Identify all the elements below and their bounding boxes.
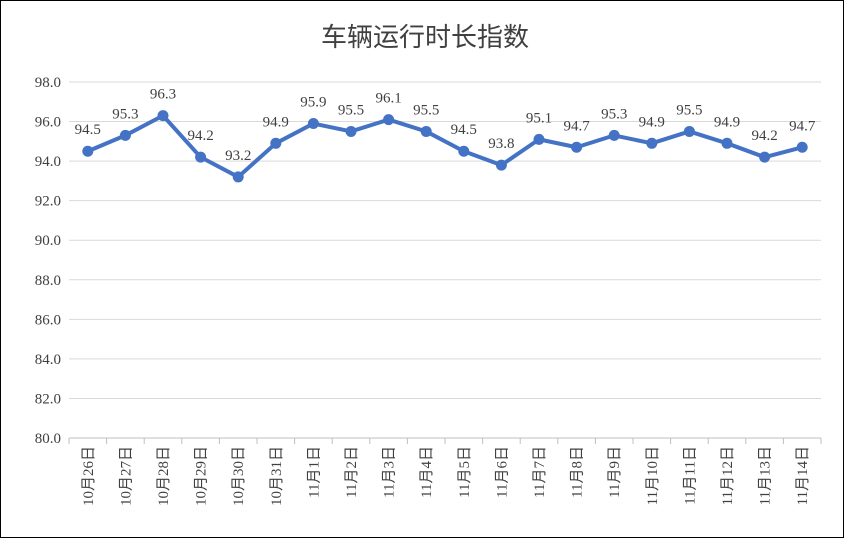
data-point [495,159,507,171]
data-point [82,145,94,157]
data-label: 94.5 [75,122,101,138]
data-point [759,151,771,163]
y-tick-label: 82.0 [35,391,61,407]
data-point [420,125,432,137]
x-tick-label: 11月12日 [720,446,736,505]
y-tick-label: 94.0 [35,154,61,170]
data-point [119,129,131,141]
data-label: 93.8 [488,136,514,152]
data-label: 96.1 [375,91,401,107]
x-axis-ticks: 10月26日 10月27日 10月28日 10月29日 10月30日 10月31日 11月1… [81,446,811,506]
data-point [646,137,658,149]
series-line [85,113,805,179]
y-tick-label: 90.0 [35,233,61,249]
data-labels: 94.5 95.3 96.3 94.2 93.2 94.9 95.9 95.5 96.1 95.5… [75,87,816,164]
x-tick-label: 11月8日 [570,446,586,498]
data-label: 95.1 [526,110,552,126]
x-tick-label: 10月31日 [269,446,285,506]
x-tick-label: 11月4日 [419,446,435,498]
x-tick-label: 10月29日 [194,446,210,506]
data-label: 94.2 [751,128,777,144]
data-point [232,171,244,183]
data-label: 94.9 [263,114,289,130]
y-tick-label: 88.0 [35,273,61,289]
x-tick-label: 11月3日 [382,446,398,498]
data-point [157,110,169,122]
x-tick-label: 11月10日 [645,446,661,505]
data-label: 94.7 [563,118,590,134]
y-tick-label: 84.0 [35,352,61,368]
x-tick-label: 10月28日 [156,446,172,506]
data-label: 93.2 [225,148,251,164]
x-tick-label: 11月11日 [682,446,698,505]
data-label: 96.3 [150,87,176,103]
data-point [683,125,695,137]
data-label: 94.2 [187,128,213,144]
data-label: 94.9 [714,114,740,130]
x-tick-label: 11月5日 [457,446,473,498]
data-point [270,137,282,149]
data-point [345,125,357,137]
y-tick-label: 80.0 [35,431,61,447]
x-tick-label: 11月9日 [607,446,623,498]
data-point [195,151,207,163]
data-label: 95.3 [112,106,138,122]
x-tick-label: 10月27日 [118,446,134,506]
chart-title: 车辆运行时长指数 [321,23,529,52]
y-tick-label: 96.0 [35,115,61,131]
x-tick-label: 11月13日 [758,446,774,505]
data-label: 94.9 [639,114,665,130]
data-label: 95.5 [338,102,364,118]
data-point [458,145,470,157]
y-tick-label: 92.0 [35,194,61,210]
y-tick-label: 86.0 [35,312,61,328]
x-tick-label: 10月26日 [81,446,97,506]
data-label: 95.5 [676,102,702,118]
data-point [307,118,319,130]
x-axis [68,437,822,444]
x-tick-label: 11月7日 [532,446,548,498]
y-tick-label: 98.0 [35,75,61,91]
x-tick-label: 11月2日 [344,446,360,498]
data-point [571,141,583,153]
data-label: 94.5 [451,122,477,138]
x-tick-label: 11月14日 [795,446,811,505]
data-label: 94.7 [789,118,816,134]
data-point [608,129,620,141]
data-point [383,114,395,126]
gridlines [69,81,821,399]
data-label: 95.3 [601,106,627,122]
x-tick-label: 11月6日 [494,446,510,498]
data-point [721,137,733,149]
series-layer [82,110,808,183]
x-tick-label: 10月30日 [231,446,247,506]
data-point [533,133,545,145]
y-axis-ticks: 80.0 82.0 84.0 86.0 88.0 90.0 92.0 94.0 96.0 98.0 [35,75,61,447]
data-label: 95.5 [413,102,439,118]
x-tick-label: 11月1日 [306,446,322,498]
data-point [796,141,808,153]
data-label: 95.9 [300,95,326,111]
